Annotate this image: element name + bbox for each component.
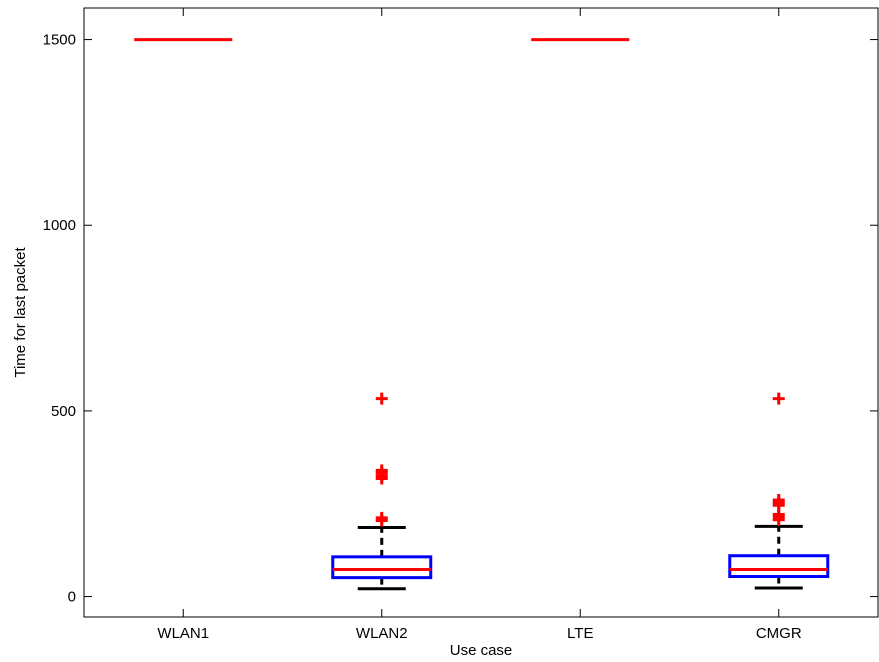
outlier-point	[772, 392, 785, 405]
iqr-box	[728, 554, 830, 579]
box-wlan2	[331, 392, 433, 591]
outlier-point	[375, 392, 388, 405]
x-tick-label: CMGR	[756, 625, 802, 642]
y-tick-label: 1000	[43, 217, 76, 234]
y-tick-label: 500	[51, 403, 76, 420]
box-cmgr	[728, 392, 830, 590]
y-tick-label: 1500	[43, 32, 76, 49]
y-tick-label: 0	[68, 589, 76, 606]
y-axis: 0 500 1000 1500	[43, 32, 878, 606]
x-axis-label: Use case	[450, 642, 513, 659]
plot-area	[83, 7, 879, 618]
outlier-point	[375, 464, 388, 477]
x-tick-label: LTE	[567, 625, 593, 642]
x-tick-label: WLAN2	[356, 625, 408, 642]
iqr-box	[331, 555, 433, 580]
box-series	[134, 38, 830, 591]
x-axis: WLAN1 WLAN2 LTE CMGR	[157, 8, 802, 642]
x-tick-label: WLAN1	[157, 625, 209, 642]
outlier-point	[772, 494, 785, 507]
outlier-point	[375, 511, 388, 524]
y-axis-label: Time for last packet	[12, 247, 29, 378]
